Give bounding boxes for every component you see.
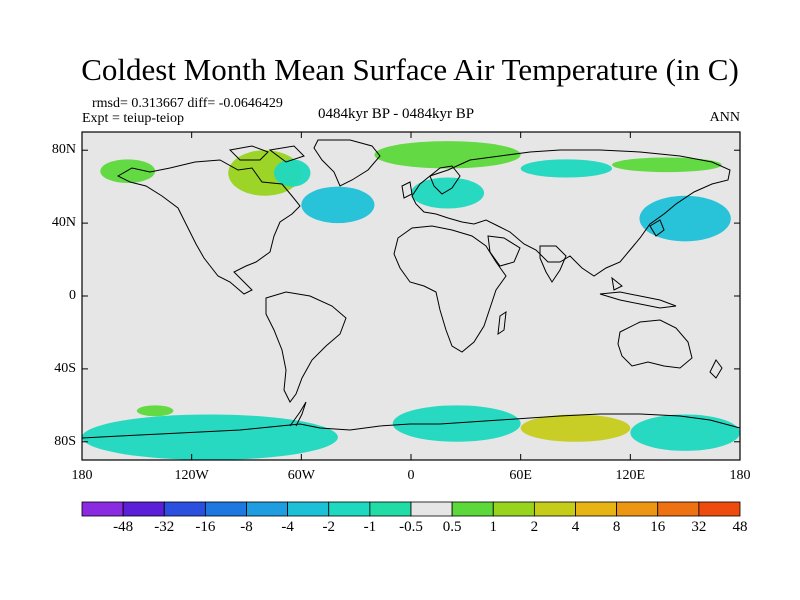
colorbar-swatch [163,501,206,517]
anomaly-region [273,159,311,187]
season-label: ANN [709,110,740,125]
colorbar-swatch [698,501,741,517]
colorbar [81,501,741,517]
colorbar-swatch [533,501,576,517]
colorbar-swatch [616,501,659,517]
anomaly-region [392,405,521,442]
coast-eurasia [411,149,731,277]
colorbar-label: -16 [195,519,216,535]
colorbar-swatch [81,501,124,517]
coast-australia [617,319,693,369]
lat-label: 40N [51,215,76,231]
colorbar-swatch [246,501,289,517]
colorbar-swatch [122,501,165,517]
colorbar-swatch [492,501,535,517]
colorbar-label: 16 [650,519,666,535]
coast-scandinavia [429,165,461,195]
lon-label: 120E [615,468,646,483]
coast-greenland [313,139,381,187]
lat-label: 40S [54,360,76,376]
experiment-label: Expt = teiup-teiop [82,111,184,126]
coast-britain [401,181,413,199]
lat-label: 80N [51,142,76,158]
coast-india [539,245,567,283]
anomaly-region [411,177,485,209]
colorbar-label: -0.5 [399,519,423,535]
stats-text: rmsd= 0.313667 diff= -0.0646429 [92,96,283,111]
colorbar-label: -4 [281,519,294,535]
plot-title: Coldest Month Mean Surface Air Temperatu… [81,52,739,87]
coastlines [81,139,741,439]
colorbar-label: -2 [322,519,336,535]
colorbar-swatch [451,501,494,517]
anomaly-region [374,141,521,169]
coast-south-america [265,291,347,403]
coast-arctic-islands [228,145,305,163]
lon-label: 180 [729,468,751,483]
colorbar-label: 2 [530,519,539,535]
colorbar-label: 1 [489,519,498,535]
anomaly-region [612,157,722,173]
colorbar-label: -48 [113,519,134,535]
anomaly-region [136,405,174,417]
anomaly-region [82,414,338,460]
coast-antarctica [81,413,741,439]
lat-label: 80S [54,433,76,449]
coast-indonesia [599,276,677,309]
period-label: 0484kyr BP - 0484kyr BP [318,106,475,122]
colorbar-label: 8 [612,519,621,535]
colorbar-label: -8 [240,519,253,535]
lon-label: 60E [509,468,532,483]
anomaly-region [520,159,613,178]
lat-label: 0 [69,288,76,303]
colorbar-label: -32 [154,519,175,535]
colorbar-label: 32 [691,519,707,535]
coast-new-zealand [709,359,723,379]
anomaly-region [520,414,631,442]
colorbar-swatch [410,501,453,517]
colorbar-label: 48 [732,519,748,535]
colorbar-swatch [657,501,700,517]
anomaly-region [100,159,156,184]
anomaly-region [639,195,731,242]
coast-madagascar [497,310,507,336]
coast-arabia [487,235,521,267]
axis-tick-marks [81,132,741,460]
colorbar-swatch [328,501,371,517]
colorbar-swatch [369,501,412,517]
colorbar-swatch [204,501,247,517]
anomaly-region [301,186,375,224]
lon-label: 120W [174,468,209,483]
anomaly-region [630,414,741,451]
colorbar-swatch [575,501,618,517]
map-layer [81,131,741,461]
anomaly-layer [82,141,741,460]
lon-label: 60W [287,468,315,483]
lon-label: 0 [407,468,415,483]
lon-label: 180 [71,468,93,483]
colorbar-swatch [287,501,330,517]
colorbar-label: 4 [571,519,580,535]
coast-antarctic-peninsula [289,401,307,427]
colorbar-label: 0.5 [442,519,462,535]
coast-north-america [116,159,301,295]
coast-africa [393,225,507,353]
colorbar-label: -1 [363,519,377,535]
coast-japan [649,219,665,237]
